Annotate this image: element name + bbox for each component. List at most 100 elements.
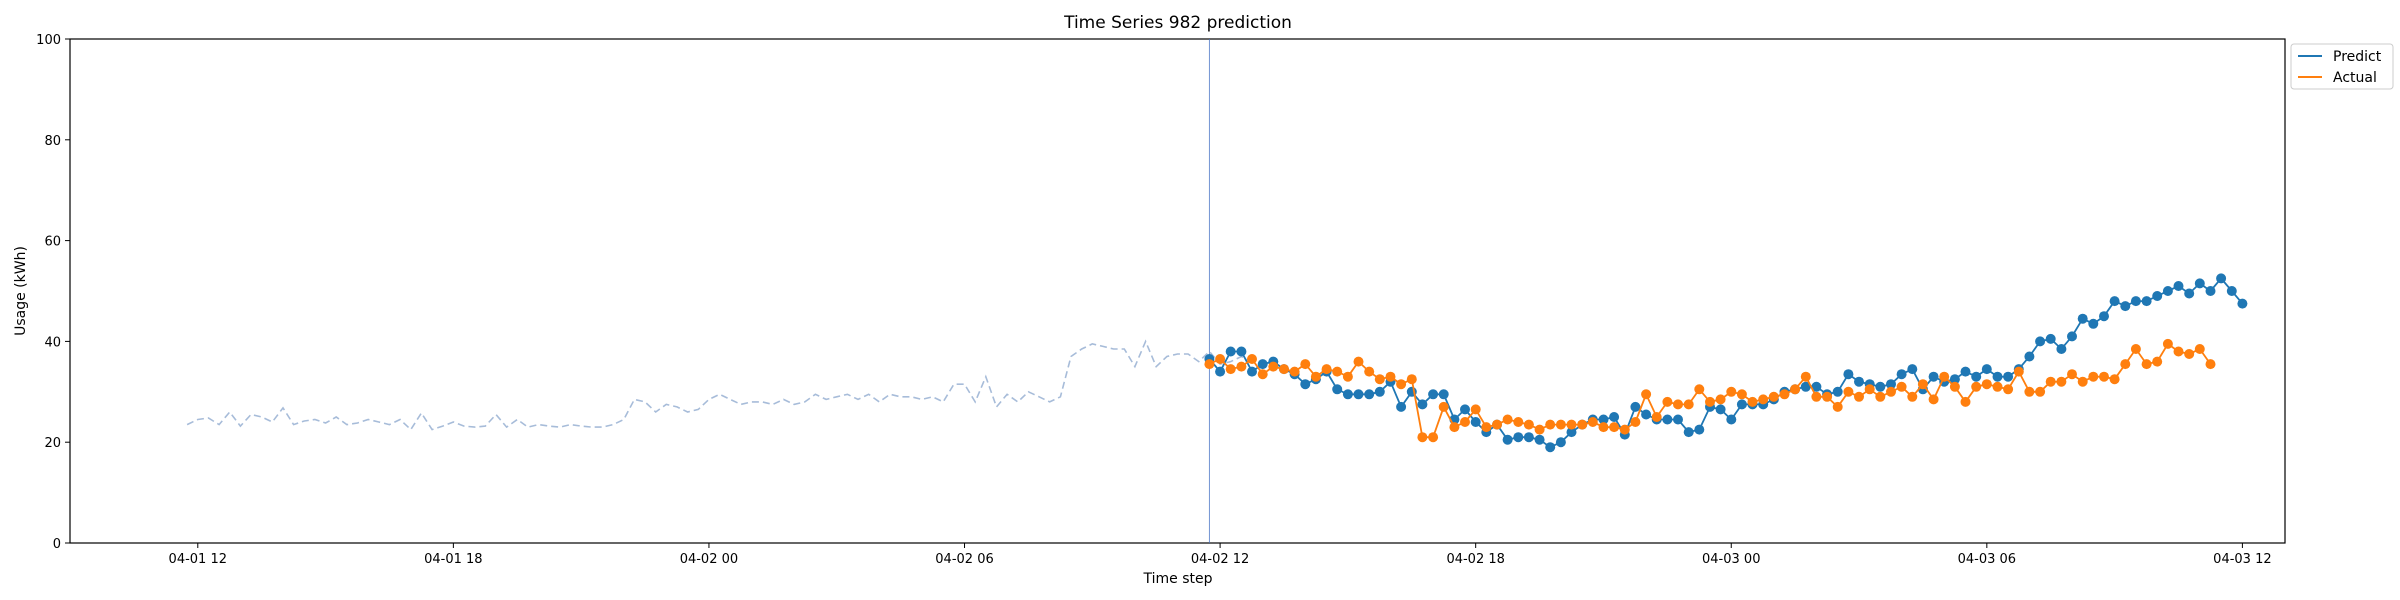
- actual-point: [1460, 417, 1470, 427]
- predict-point: [2056, 344, 2067, 354]
- actual-point: [1939, 371, 1950, 382]
- y-tick-label: 80: [44, 134, 61, 149]
- actual-point: [1811, 391, 1822, 402]
- predict-point: [1811, 381, 1822, 392]
- series-layer: [186, 273, 2248, 453]
- predict-point: [2120, 301, 2131, 312]
- predict-point: [1662, 414, 1673, 425]
- predict-point: [1598, 414, 1609, 425]
- predict-point: [1545, 442, 1556, 453]
- y-tick-label: 20: [44, 436, 61, 451]
- actual-point: [1555, 419, 1566, 430]
- actual-point: [2205, 359, 2216, 370]
- predict-point: [2035, 336, 2046, 347]
- predict-point: [1396, 401, 1407, 412]
- actual-point: [1907, 391, 1918, 402]
- predict-point: [2162, 286, 2173, 296]
- actual-point: [1875, 391, 1886, 402]
- actual-point: [2099, 371, 2109, 382]
- predict-point: [1374, 386, 1385, 397]
- actual-point: [1630, 417, 1641, 427]
- predict-point: [1854, 376, 1864, 387]
- predict-point: [1513, 432, 1524, 443]
- predict-point: [1609, 412, 1620, 422]
- predict-point: [1566, 427, 1577, 438]
- predict-point: [1438, 389, 1449, 400]
- predict-point: [2067, 331, 2077, 342]
- predict-point: [1726, 414, 1737, 425]
- predict-point: [1949, 374, 1960, 385]
- predict-point: [1694, 424, 1705, 435]
- actual-point: [1715, 394, 1726, 405]
- x-tick-label: 04-01 18: [424, 552, 482, 567]
- actual-point: [1854, 391, 1864, 402]
- actual-point: [2162, 338, 2173, 349]
- actual-point: [1513, 417, 1524, 427]
- y-tick-label: 60: [44, 235, 61, 250]
- x-axis: 04-01 12 04-01 18 04-02 00 04-02 06 04-02 12…: [169, 543, 2272, 567]
- actual-point: [1449, 422, 1460, 433]
- actual-point: [2013, 366, 2024, 377]
- predict-point: [1896, 369, 1907, 380]
- predict-point: [1257, 359, 1268, 370]
- actual-point: [1534, 424, 1545, 435]
- actual-point: [1353, 356, 1364, 367]
- actual-point: [1470, 404, 1481, 415]
- actual-point: [1406, 374, 1417, 385]
- actual-point: [2067, 369, 2077, 380]
- y-axis-label: Usage (kWh): [13, 246, 29, 336]
- x-axis-label: Time step: [1143, 571, 1213, 587]
- actual-point: [1385, 371, 1396, 382]
- actual-point: [1662, 396, 1673, 407]
- x-tick-label: 04-03 12: [2213, 552, 2271, 567]
- actual-point: [1651, 412, 1662, 422]
- predict-point: [2088, 318, 2099, 329]
- actual-point: [2141, 359, 2152, 370]
- actual-point: [1705, 396, 1715, 407]
- predict-point: [1832, 386, 1843, 397]
- predict-point: [1247, 366, 1257, 377]
- chart-title: Time Series 982 prediction: [1063, 13, 1292, 33]
- actual-point: [1310, 371, 1321, 382]
- predict-line: [1208, 277, 2244, 449]
- predict-point: [2194, 278, 2205, 289]
- actual-point: [2130, 344, 2141, 354]
- predict-point: [1470, 417, 1481, 427]
- actual-point: [1492, 419, 1502, 430]
- actual-point: [1619, 424, 1630, 435]
- actual-point: [1321, 364, 1332, 375]
- predict-point: [2216, 273, 2227, 284]
- predict-point: [2130, 296, 2141, 307]
- predict-point: [1971, 371, 1982, 382]
- actual-point: [1268, 361, 1279, 372]
- x-tick-label: 04-02 00: [680, 552, 738, 567]
- predict-point: [2109, 296, 2120, 307]
- actual-point: [1587, 417, 1598, 427]
- actual-point: [1417, 432, 1428, 443]
- actual-point: [1300, 359, 1311, 370]
- actual-point: [2173, 346, 2184, 357]
- actual-point: [1247, 354, 1257, 364]
- actual-point: [1768, 391, 1779, 402]
- predict-point: [1215, 366, 1226, 377]
- actual-point: [1566, 419, 1577, 430]
- predict-point: [1364, 389, 1375, 400]
- actual-point: [1864, 384, 1875, 395]
- predict-point: [2099, 311, 2109, 322]
- predict-point: [2205, 286, 2216, 296]
- actual-point: [1598, 422, 1609, 433]
- actual-point: [1523, 419, 1534, 430]
- actual-point: [1726, 386, 1737, 397]
- predict-point: [2003, 371, 2014, 382]
- actual-point: [1428, 432, 1439, 443]
- plot-frame: [69, 38, 2286, 544]
- actual-point: [1736, 389, 1747, 400]
- actual-point: [1981, 379, 1992, 390]
- actual-point: [1364, 366, 1375, 377]
- actual-point: [1641, 389, 1652, 400]
- actual-point: [1949, 381, 1960, 392]
- predict-point: [1641, 409, 1652, 420]
- predict-point: [1417, 399, 1428, 410]
- predict-point: [1683, 427, 1694, 438]
